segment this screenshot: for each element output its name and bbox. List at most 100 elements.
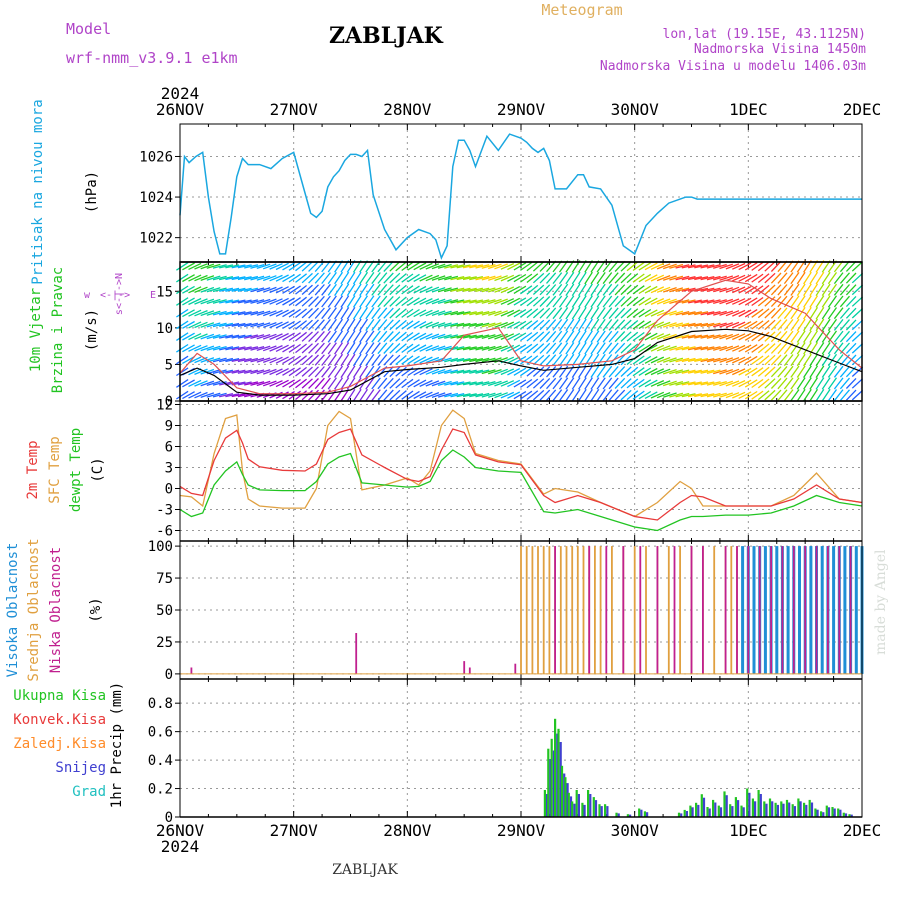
wind-barb [821, 318, 831, 332]
low-cloud-bar [838, 546, 841, 674]
wind-barb [200, 333, 215, 340]
wind-barb [444, 264, 459, 269]
wind-barb [675, 346, 690, 351]
wind-barb [620, 296, 632, 307]
wind-barb [456, 369, 471, 374]
wind-barb [694, 299, 709, 304]
low-cloud-bar [622, 546, 625, 674]
wind-barb [321, 272, 331, 285]
wind-barb [301, 390, 313, 401]
wind-barb [327, 354, 337, 367]
y-tick-label: 1022 [139, 231, 173, 247]
wind-barb [744, 379, 758, 388]
wind-barb [565, 295, 575, 308]
snow-bar [566, 783, 569, 817]
wind-barb [656, 274, 671, 282]
wind-barb [194, 298, 208, 305]
wind-barb [419, 309, 433, 317]
wind-barb [383, 354, 394, 366]
wind-barb [719, 380, 733, 387]
wind-barb [571, 271, 581, 285]
wind-barb [371, 377, 381, 390]
wind-barb [681, 334, 696, 339]
wind-barb [256, 263, 271, 270]
wind-barb [194, 263, 208, 270]
precip-bar [729, 804, 732, 817]
snow-bar [827, 807, 831, 817]
wind-barb [383, 295, 394, 308]
snow-bar [816, 809, 819, 817]
wind-barb [431, 322, 446, 328]
wind-barb [827, 272, 838, 285]
wind-barb [437, 334, 452, 340]
wind-barb [638, 379, 652, 388]
wind-barb [401, 378, 414, 389]
wind-barb [675, 322, 690, 328]
wind-barb [620, 378, 632, 389]
wind-barb [713, 310, 727, 316]
wind-barb [401, 261, 414, 272]
wind-barb [539, 331, 551, 343]
wind-barb [321, 377, 331, 390]
wind-barb [182, 332, 195, 341]
wind-barb [644, 297, 658, 306]
wind-barb [481, 334, 496, 340]
wind-barb [301, 272, 313, 284]
wind-barb [462, 287, 477, 292]
wind-barb [419, 286, 433, 294]
wind-barb [751, 355, 764, 365]
wind-barb [738, 262, 752, 271]
wind-barb [681, 322, 696, 328]
wind-barb [462, 334, 477, 339]
wind-barb [764, 354, 776, 366]
wind-barb [200, 263, 215, 270]
mid-cloud-bar [576, 546, 579, 674]
wind-barb [194, 380, 208, 387]
low-cloud-bar [355, 633, 358, 674]
precip-bar [712, 799, 715, 817]
snow-bar [725, 795, 728, 817]
wind-barb [462, 299, 477, 304]
wind-barb [295, 320, 307, 330]
wind-barb [833, 307, 844, 320]
wind-barb [650, 298, 665, 305]
wind-barb [669, 275, 684, 281]
wind-barb [738, 356, 752, 364]
wind-barb [845, 307, 857, 319]
wind-barb [687, 346, 702, 351]
wind-barb [751, 296, 764, 307]
wind-barb [321, 354, 331, 366]
wind-barb [494, 321, 508, 328]
wind-barb [469, 311, 484, 316]
wind-barb [219, 334, 234, 339]
wind-barb [770, 284, 782, 296]
wind-barb [614, 331, 626, 343]
wind-barb [377, 272, 388, 284]
wind-barb [777, 295, 788, 308]
wind-barb [475, 369, 490, 374]
wind-barb [389, 319, 401, 331]
wind-barb [194, 321, 208, 329]
wind-barb [407, 320, 420, 330]
wind-barb [200, 275, 215, 282]
y-tick-label: 0 [165, 394, 173, 410]
wind-barb [751, 273, 764, 283]
wind-barb [669, 392, 684, 398]
wind-barb [552, 283, 563, 296]
wind-barb [532, 261, 545, 272]
snow-bar [782, 803, 785, 817]
wind-barb [744, 273, 758, 283]
wind-barb [571, 365, 581, 378]
wind-barb [365, 389, 375, 402]
wind-barb [833, 318, 844, 331]
cloud-unit: (%) [88, 597, 104, 622]
wind-barb [437, 345, 452, 351]
wind-barb [732, 344, 746, 352]
precip-bar [837, 808, 840, 817]
wind-barb [833, 389, 844, 402]
wind-barb [796, 365, 806, 378]
wind-barb [803, 388, 812, 402]
wind-barb [176, 343, 189, 353]
wind-barb [662, 275, 677, 281]
credit-watermark: made by Angel [873, 549, 889, 655]
